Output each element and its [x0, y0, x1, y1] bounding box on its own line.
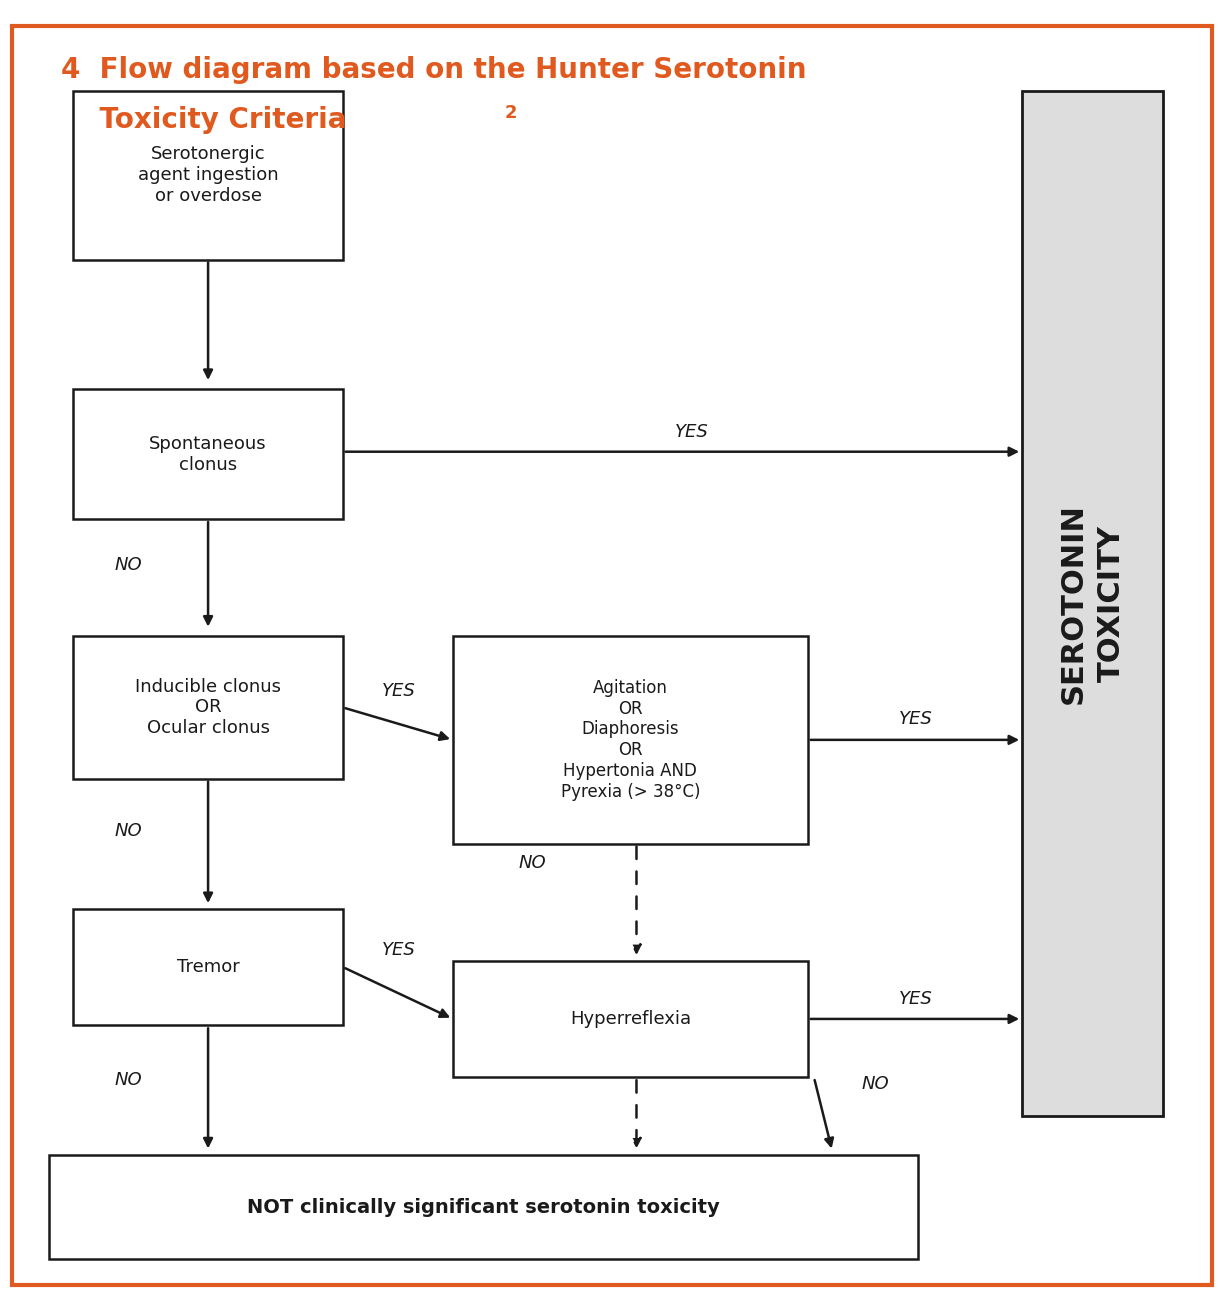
- Text: YES: YES: [898, 990, 933, 1009]
- Text: NO: NO: [862, 1075, 889, 1093]
- Text: 4  Flow diagram based on the Hunter Serotonin: 4 Flow diagram based on the Hunter Serot…: [61, 56, 807, 84]
- Text: YES: YES: [382, 941, 416, 959]
- Text: SEROTONIN
TOXICITY: SEROTONIN TOXICITY: [1059, 504, 1126, 704]
- Text: Agitation
OR
Diaphoresis
OR
Hypertonia AND
Pyrexia (> 38°C): Agitation OR Diaphoresis OR Hypertonia A…: [561, 679, 700, 801]
- Text: Hyperreflexia: Hyperreflexia: [570, 1010, 690, 1028]
- Text: NOT clinically significant serotonin toxicity: NOT clinically significant serotonin tox…: [247, 1198, 720, 1216]
- FancyBboxPatch shape: [453, 961, 808, 1077]
- Text: YES: YES: [382, 681, 416, 700]
- Text: YES: YES: [898, 710, 933, 728]
- Text: Serotonergic
agent ingestion
or overdose: Serotonergic agent ingestion or overdose: [138, 145, 278, 205]
- Text: Spontaneous
clonus: Spontaneous clonus: [149, 435, 267, 474]
- FancyBboxPatch shape: [1022, 91, 1163, 1116]
- Text: 2: 2: [504, 104, 517, 122]
- Text: YES: YES: [674, 423, 709, 441]
- Text: Inducible clonus
OR
Ocular clonus: Inducible clonus OR Ocular clonus: [135, 678, 282, 737]
- Text: NO: NO: [115, 1071, 142, 1089]
- FancyBboxPatch shape: [73, 91, 343, 260]
- FancyBboxPatch shape: [73, 909, 343, 1025]
- FancyBboxPatch shape: [73, 636, 343, 779]
- FancyBboxPatch shape: [12, 26, 1212, 1285]
- Text: NO: NO: [115, 556, 142, 574]
- FancyBboxPatch shape: [453, 636, 808, 844]
- Text: NO: NO: [115, 822, 142, 840]
- Text: NO: NO: [519, 854, 546, 872]
- FancyBboxPatch shape: [49, 1155, 918, 1259]
- Text: Tremor: Tremor: [176, 958, 240, 976]
- FancyBboxPatch shape: [73, 389, 343, 519]
- Text: Toxicity Criteria: Toxicity Criteria: [61, 106, 346, 135]
